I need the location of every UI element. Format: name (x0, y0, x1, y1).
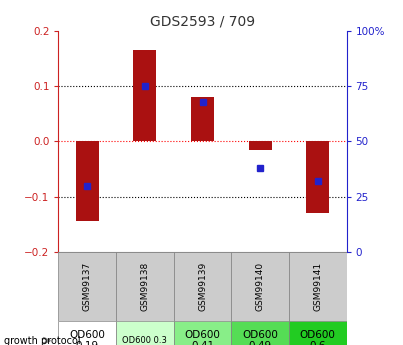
Text: GSM99138: GSM99138 (140, 262, 150, 311)
Bar (116, 252, 174, 321)
Bar (76, 141, 99, 221)
Bar (191, 97, 214, 141)
Bar (58, 252, 116, 321)
Bar (58, 321, 116, 345)
Text: growth protocol: growth protocol (4, 336, 81, 345)
Bar (289, 321, 347, 345)
Text: GSM99139: GSM99139 (198, 262, 207, 311)
Bar (249, 141, 272, 150)
Text: OD600
0.41: OD600 0.41 (185, 330, 220, 345)
Text: GSM99140: GSM99140 (256, 262, 265, 311)
Bar (231, 321, 289, 345)
Title: GDS2593 / 709: GDS2593 / 709 (150, 14, 255, 29)
Bar (133, 50, 156, 141)
Text: GSM99141: GSM99141 (313, 262, 322, 311)
Text: GSM99137: GSM99137 (83, 262, 92, 311)
Bar (116, 321, 174, 345)
Bar (306, 141, 329, 213)
Bar (174, 252, 231, 321)
Text: OD600 0.3: OD600 0.3 (123, 336, 167, 345)
Bar (174, 321, 231, 345)
Text: OD600
0.19: OD600 0.19 (69, 330, 105, 345)
Text: OD600
0.49: OD600 0.49 (242, 330, 278, 345)
Bar (231, 252, 289, 321)
Text: OD600
0.6: OD600 0.6 (300, 330, 336, 345)
Bar (289, 252, 347, 321)
